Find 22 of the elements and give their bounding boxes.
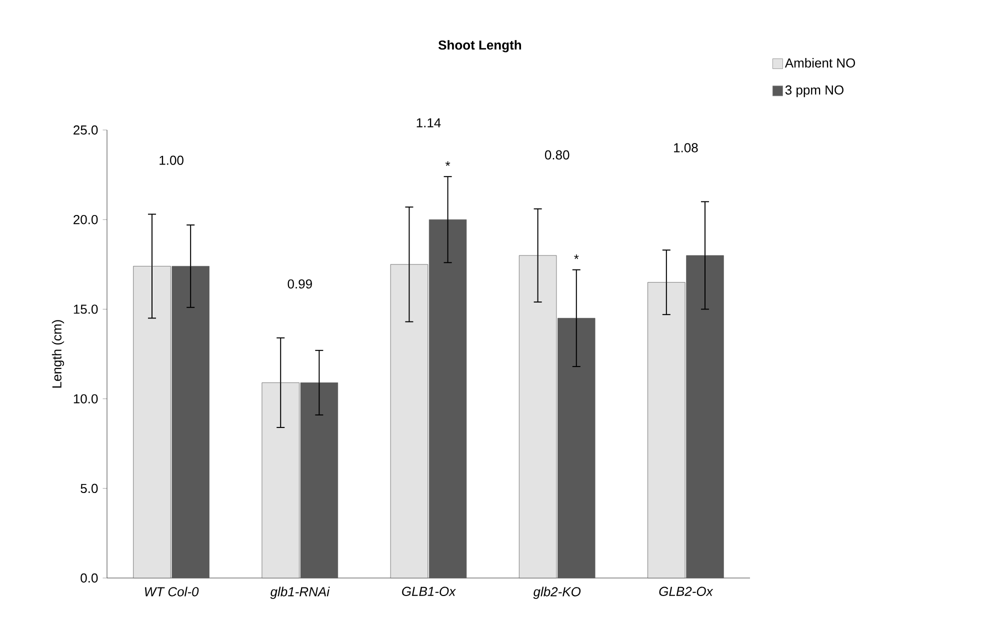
annotation: 1.00 (160, 156, 184, 165)
y-axis-title: Length (cm) (52, 320, 64, 388)
y-tick-label: 10.0 (74, 394, 98, 404)
y-tick-label: 15.0 (74, 304, 98, 314)
y-tick-label: 5.0 (80, 484, 98, 493)
y-tick-label: 0.0 (80, 573, 98, 583)
x-tick-label: glb1-RNAi (270, 586, 330, 599)
legend-label: Ambient NO (784, 58, 856, 68)
chart-title: Shoot Length (438, 40, 522, 52)
x-tick-label: WT Col-0 (144, 586, 199, 596)
annotation: 0.80 (544, 150, 570, 160)
y-tick-label: 20.0 (74, 214, 98, 224)
annotation: 1.08 (674, 143, 698, 152)
legend-label: 3 ppm NO (785, 85, 844, 98)
y-tick-label: 25.0 (74, 125, 98, 135)
x-tick-label: GLB1-Ox (402, 586, 456, 596)
annotation: 0.99 (288, 279, 312, 289)
annotation: * (445, 161, 450, 166)
x-tick-label: GLB2-Ox (659, 586, 714, 596)
text: 1.14 (416, 118, 441, 128)
x-tick-label: glb2-KO (533, 586, 581, 599)
annotation: * (574, 254, 579, 260)
